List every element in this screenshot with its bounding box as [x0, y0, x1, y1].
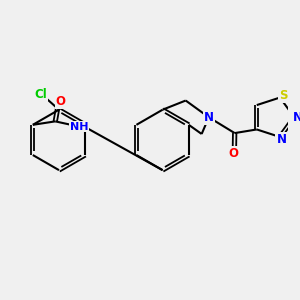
Text: N: N [276, 133, 286, 146]
Text: Cl: Cl [35, 88, 47, 101]
Text: S: S [279, 89, 288, 102]
Text: NH: NH [70, 122, 88, 131]
Text: O: O [228, 147, 238, 160]
Text: O: O [56, 95, 65, 108]
Text: N: N [293, 111, 300, 124]
Text: N: N [204, 111, 214, 124]
